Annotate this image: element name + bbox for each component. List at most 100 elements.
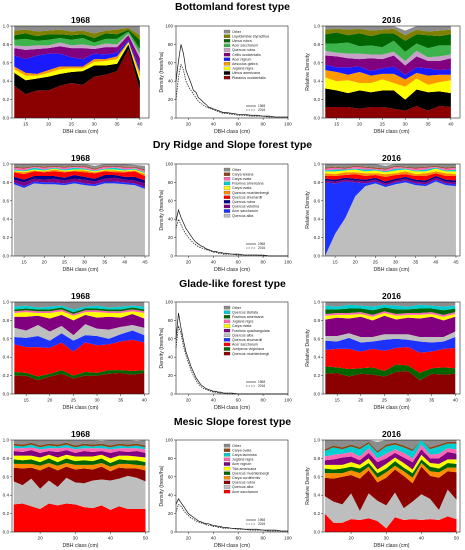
x-tick-label: 35	[102, 260, 108, 265]
legend-swatch	[223, 200, 231, 204]
y-axis-label: Relative Density	[305, 53, 311, 91]
area-chart-1968: 1968 0.0 0.2 0.4 0.6 0.8 1.0 15 20 25 30 35 40 45 DBH …	[3, 153, 150, 273]
y-axis-label: Density (trees/ha)	[159, 189, 165, 230]
y-tick-label: 0	[170, 530, 173, 535]
area-layer	[14, 26, 140, 36]
year-label: 2016	[382, 153, 401, 163]
x-tick-label: 45	[142, 260, 148, 265]
legend-label: Quercus alba	[232, 214, 253, 218]
x-tick-label: 40	[419, 536, 425, 541]
y-tick-label: 0.8	[314, 456, 321, 461]
legend-label: Juglans nigra	[232, 67, 253, 71]
section-title: Bottomland forest type	[175, 1, 290, 13]
legend-label: Other	[232, 30, 242, 34]
area-layer	[14, 27, 140, 40]
area-layer	[14, 175, 145, 184]
area-layer	[324, 444, 457, 463]
year-label: 1968	[71, 429, 90, 439]
legend-swatch	[223, 319, 231, 324]
area-layer	[325, 55, 451, 75]
legend-swatch	[223, 333, 231, 337]
section-title: Dry Ridge and Slope forest type	[153, 139, 312, 151]
y-tick-label: 0	[170, 392, 173, 397]
legend-label: Carya ovata	[232, 448, 251, 452]
area-layer	[325, 179, 456, 256]
y-tick-label: 0.2	[314, 373, 321, 378]
x-tick-label: 100	[284, 122, 292, 127]
area-layer	[325, 371, 456, 394]
x-tick-label: 20	[186, 398, 192, 403]
x-tick-label: 25	[71, 398, 77, 403]
legend-swatch	[223, 186, 231, 190]
y-tick-label: 20	[168, 373, 174, 378]
legend-label: Other	[232, 168, 242, 172]
x-tick-label: 60	[236, 260, 242, 265]
density-chart: 0 20 40 60 80 100 20 40 60 80 100 DBH class (cm) Den…	[159, 162, 292, 274]
y-axis-label: Relative Density	[305, 329, 311, 367]
legend-swatch	[223, 209, 231, 213]
x-tick-label: 45	[453, 260, 459, 265]
legend-label: Acer saccharum	[232, 44, 258, 48]
y-tick-label: 0.6	[314, 60, 321, 65]
x-axis-label: DBH class (cm)	[62, 129, 98, 135]
legend-label: Tilia americana	[232, 467, 256, 471]
legend-swatch	[223, 324, 231, 328]
x-tick-label: 35	[118, 398, 124, 403]
y-tick-label: 0.4	[314, 493, 321, 498]
area-layer	[325, 175, 456, 184]
legend-label: Ulmus americana	[232, 71, 260, 75]
y-tick-label: 0.4	[314, 355, 321, 360]
series-1968-line	[175, 44, 288, 118]
area-layer	[13, 463, 146, 472]
y-tick-label: 40	[168, 79, 174, 84]
y-tick-label: 0.4	[3, 79, 10, 84]
area-layer	[324, 489, 457, 529]
legend-label: Carya texana	[232, 172, 253, 176]
area-layer	[324, 463, 457, 484]
year-label: 1968	[71, 15, 90, 25]
y-tick-label: 0.0	[3, 254, 10, 259]
x-tick-label: 60	[236, 536, 242, 541]
area-layer	[325, 307, 456, 315]
area-layer	[325, 77, 451, 100]
area-layer	[325, 165, 456, 170]
y-tick-label: 1.0	[3, 24, 10, 29]
x-tick-label: 100	[284, 398, 292, 403]
area-layer	[325, 181, 456, 256]
x-tick-label: 100	[284, 260, 292, 265]
legend-swatch	[223, 315, 231, 319]
y-tick-label: 0.0	[3, 116, 10, 121]
x-tick-label: 60	[236, 122, 242, 127]
area-layer	[325, 171, 456, 177]
x-tick-label: 40	[448, 122, 454, 127]
y-tick-label: 60	[168, 336, 174, 341]
y-axis-label: Density (trees/ha)	[159, 327, 165, 368]
y-tick-label: 1.0	[314, 162, 321, 167]
area-layer	[14, 169, 145, 176]
x-tick-label: 80	[261, 260, 267, 265]
section-title: Glade-like forest type	[179, 278, 286, 290]
area-layer	[325, 50, 451, 66]
y-tick-label: 100	[165, 300, 173, 305]
legend-label: Acer saccharum	[232, 209, 258, 213]
y-tick-label: 0	[170, 254, 173, 259]
y-tick-label: 0.6	[3, 336, 10, 341]
y-tick-label: 60	[168, 60, 174, 65]
year-label: 2016	[382, 429, 401, 439]
legend-swatch	[223, 39, 231, 43]
area-layer	[325, 364, 456, 381]
x-tick-label: 15	[22, 260, 28, 265]
x-tick-label: 80	[261, 398, 267, 403]
area-layer	[325, 106, 451, 118]
area-layer	[14, 302, 145, 310]
x-tick-label: 20	[353, 260, 359, 265]
x-axis-label: DBH class (cm)	[214, 405, 250, 411]
area-layer	[324, 454, 457, 474]
section-3: Glade-like forest type 1968 0.0 0.2 0.4 0.6 0.…	[3, 278, 461, 411]
legend-label: Quercus rubra	[232, 48, 255, 52]
x-tick-label: 25	[69, 122, 75, 127]
x-axis-label: DBH class (cm)	[373, 129, 409, 135]
area-layer	[13, 454, 146, 463]
y-tick-label: 1.0	[3, 438, 10, 443]
